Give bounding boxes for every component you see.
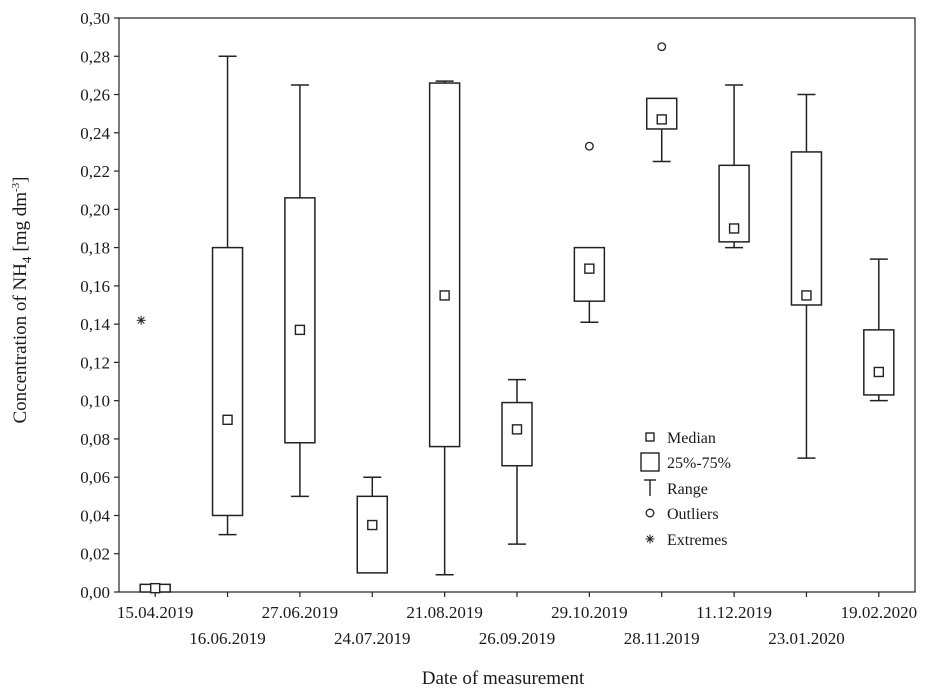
extreme-stroke: [646, 535, 654, 543]
y-tick-label: 0,24: [80, 124, 110, 143]
iqr-box: [645, 97, 678, 130]
y-tick-label: 0,16: [80, 277, 110, 296]
median-marker: [149, 582, 161, 594]
x-tick-label: 29.10.2019: [551, 603, 628, 622]
x-tick-label: 24.07.2019: [334, 629, 411, 648]
y-tick-label: 0,26: [80, 86, 110, 105]
legend-label: Extremes: [667, 532, 727, 549]
x-axis-title: Date of measurement: [422, 668, 585, 689]
y-axis-title-main: Concentration of NH: [10, 263, 31, 424]
x-axis: 15.04.2019 16.06.2019 27.06.2019 24.07.2019…: [117, 592, 917, 648]
median-marker: [801, 290, 812, 301]
box-group: [211, 55, 244, 536]
y-axis: 0,00 0,02 0,04 0,06 0,08 0,10 0,12 0,14 0,16 0,18…: [80, 9, 119, 602]
iqr-box: [428, 82, 461, 448]
x-tick-label: 15.04.2019: [117, 603, 194, 622]
y-tick-label: 0,06: [80, 468, 110, 487]
legend: Median 25%-75% Range Outliers Extremes: [640, 430, 731, 549]
y-tick-label: 0,18: [80, 239, 110, 258]
legend-label: Range: [667, 481, 708, 498]
legend-box-swatch: [640, 452, 660, 472]
svg-text:Concentration of NH4[mg dm-3]: Concentration of NH4 [mg dm-3]: [10, 176, 34, 423]
box-group: [718, 84, 750, 249]
y-tick-label: 0,00: [80, 583, 110, 602]
y-axis-title-end: ]: [10, 176, 31, 182]
iqr-box: [573, 246, 606, 302]
y-axis-title-subscript: 4: [19, 256, 34, 263]
y-tick-label: 0,28: [80, 47, 110, 66]
x-tick-label: 26.09.2019: [479, 629, 556, 648]
extreme-marker: [136, 315, 146, 325]
y-tick-label: 0,12: [80, 353, 110, 372]
legend-item-outlier: Outliers: [645, 506, 719, 523]
x-tick-label: 19.02.2020: [841, 603, 918, 622]
x-tick-label: 28.11.2019: [624, 629, 700, 648]
box-group: [573, 141, 606, 323]
iqr-box: [863, 329, 895, 396]
y-tick-label: 0,08: [80, 430, 110, 449]
legend-label: 25%-75%: [667, 455, 731, 472]
median-marker: [728, 223, 740, 234]
y-tick-label: 0,20: [80, 200, 110, 219]
legend-item-box: 25%-75%: [640, 452, 731, 472]
y-tick-label: 0,04: [80, 506, 110, 525]
extreme-stroke: [137, 316, 145, 324]
box-series: [136, 42, 895, 594]
y-axis-title-unit: [mg dm: [10, 192, 31, 252]
iqr-box: [211, 246, 244, 517]
median-marker: [367, 519, 378, 531]
legend-median-swatch: [645, 432, 655, 442]
iqr-box: [284, 197, 316, 444]
box-group: [645, 42, 678, 163]
x-tick-label: 16.06.2019: [189, 629, 266, 648]
box-group: [356, 476, 389, 574]
y-axis-title-superscript: -3: [10, 182, 22, 192]
legend-outlier-swatch: [645, 508, 655, 518]
y-tick-label: 0,10: [80, 392, 110, 411]
box-group: [863, 258, 895, 402]
outlier-marker: [657, 42, 667, 52]
y-tick-label: 0,22: [80, 162, 110, 181]
x-tick-label: 23.01.2020: [768, 629, 845, 648]
y-tick-label: 0,02: [80, 545, 110, 564]
legend-item-range: Range: [644, 479, 708, 498]
median-marker: [222, 414, 233, 425]
box-group: [501, 378, 533, 545]
iqr-box: [790, 151, 823, 306]
y-axis-title: Concentration of NH4 [mg dm-3]: [10, 176, 34, 423]
x-tick-label: 21.08.2019: [406, 603, 483, 622]
x-tick-label: 27.06.2019: [262, 603, 339, 622]
legend-label: Outliers: [667, 506, 719, 523]
y-tick-label: 0,14: [80, 315, 110, 334]
outlier-marker: [584, 141, 594, 151]
box-group: [284, 84, 316, 498]
box-group: [790, 93, 823, 459]
legend-extreme-swatch: [645, 534, 655, 544]
box-group: [428, 80, 461, 576]
legend-label: Median: [667, 430, 716, 447]
median-marker: [439, 290, 450, 301]
x-tick-label: 11.12.2019: [696, 603, 772, 622]
legend-item-median: Median: [645, 430, 716, 447]
median-marker: [656, 114, 667, 125]
median-marker: [294, 324, 306, 336]
box-group: [136, 315, 171, 594]
y-tick-label: 0,30: [80, 9, 110, 28]
iqr-box: [356, 495, 389, 574]
median-marker: [873, 366, 885, 378]
median-marker: [584, 263, 595, 274]
median-marker: [511, 424, 523, 435]
legend-item-extreme: Extremes: [645, 532, 727, 549]
